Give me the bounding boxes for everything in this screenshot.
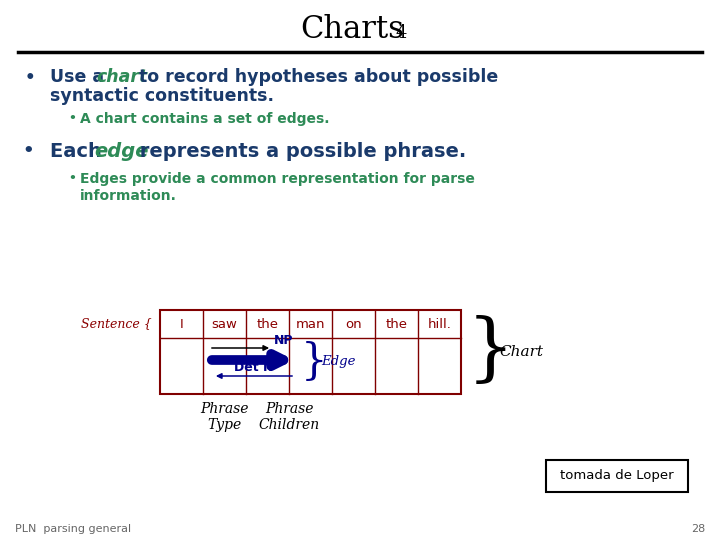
Text: 4: 4 xyxy=(395,24,406,42)
Text: NP: NP xyxy=(274,334,294,347)
Text: 28: 28 xyxy=(690,524,705,534)
Text: Edge: Edge xyxy=(321,355,356,368)
Text: •: • xyxy=(22,142,34,160)
FancyBboxPatch shape xyxy=(160,310,461,394)
Text: Chart: Chart xyxy=(499,345,543,359)
Text: }: } xyxy=(301,341,328,383)
FancyBboxPatch shape xyxy=(546,460,688,492)
Text: syntactic constituents.: syntactic constituents. xyxy=(50,87,274,105)
Text: Each: Each xyxy=(50,142,109,161)
Text: the: the xyxy=(385,318,408,330)
Text: A chart contains a set of edges.: A chart contains a set of edges. xyxy=(80,112,330,126)
Text: man: man xyxy=(296,318,325,330)
Text: •: • xyxy=(25,69,35,87)
Text: information.: information. xyxy=(80,189,177,203)
Text: Use a: Use a xyxy=(50,68,110,86)
Text: •: • xyxy=(68,172,76,185)
Text: Charts: Charts xyxy=(300,15,404,45)
Text: Phrase
Type: Phrase Type xyxy=(200,402,248,432)
Text: on: on xyxy=(345,318,362,330)
Text: •: • xyxy=(68,112,76,125)
Text: PLN  parsing general: PLN parsing general xyxy=(15,524,131,534)
Text: edge: edge xyxy=(94,142,148,161)
Text: tomada de Loper: tomada de Loper xyxy=(560,469,674,483)
Text: chart: chart xyxy=(96,68,148,86)
Text: Det N: Det N xyxy=(234,361,274,374)
Text: I: I xyxy=(179,318,184,330)
Text: Sentence {: Sentence { xyxy=(81,318,152,330)
Text: saw: saw xyxy=(212,318,238,330)
Text: the: the xyxy=(256,318,279,330)
Text: represents a possible phrase.: represents a possible phrase. xyxy=(133,142,467,161)
Text: to record hypotheses about possible: to record hypotheses about possible xyxy=(133,68,498,86)
Text: }: } xyxy=(467,315,515,388)
Text: Edges provide a common representation for parse: Edges provide a common representation fo… xyxy=(80,172,475,186)
Text: hill.: hill. xyxy=(428,318,451,330)
Text: Phrase
Children: Phrase Children xyxy=(258,402,320,432)
